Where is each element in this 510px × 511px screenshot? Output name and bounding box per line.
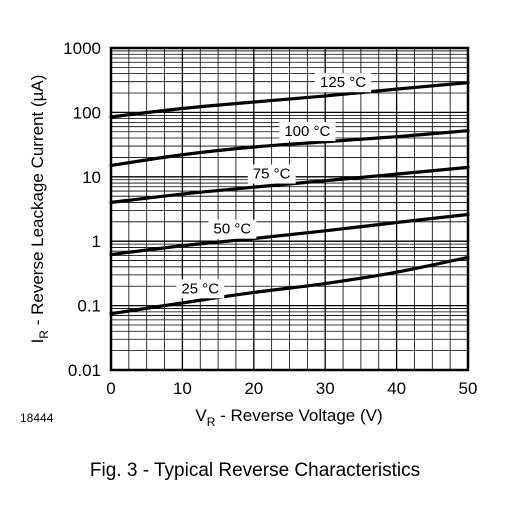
- series-line-2: [109, 165, 470, 205]
- x-axis-title: VR - Reverse Voltage (V): [195, 406, 382, 429]
- grid-layer: [110, 48, 469, 371]
- curve-labels-layer: 125 °C 100 °C 75 °C 50 °C 25 °C: [176, 73, 372, 299]
- y-tick-label: 10: [82, 168, 101, 187]
- y-tick-label: 1: [92, 232, 101, 251]
- curves-layer: [109, 81, 470, 316]
- series-line-0: [109, 81, 470, 119]
- curve-label-bg-3: [208, 219, 257, 239]
- x-tick-label: 20: [244, 379, 263, 398]
- curve-label-bg-4: [176, 279, 225, 299]
- y-tick-label: 1000: [63, 39, 101, 58]
- x-tick-label: 30: [316, 379, 335, 398]
- curve-label-bg-1: [279, 122, 336, 142]
- y-tick-label: 100: [73, 103, 101, 122]
- curve-label-bg-0: [315, 73, 372, 93]
- figure-id: 18444: [20, 411, 54, 425]
- curve-label-3: 50 °C: [214, 221, 252, 238]
- curve-label-1: 100 °C: [284, 123, 330, 140]
- x-tick-label: 40: [387, 379, 406, 398]
- series-line-3: [109, 212, 470, 257]
- curve-label-2: 75 °C: [253, 166, 291, 183]
- x-tick-label: 50: [459, 379, 478, 398]
- x-tick-label: 10: [173, 379, 192, 398]
- plot-frame: [109, 46, 470, 372]
- y-tick-label: 0.01: [68, 361, 101, 380]
- tick-labels-layer: 0 10 20 30 40 50 0.01 0.1 1 10 100 1000: [63, 39, 477, 398]
- y-tick-label: 0.1: [77, 297, 101, 316]
- series-line-4: [109, 255, 470, 316]
- curve-label-bg-2: [247, 164, 296, 184]
- figure-caption: Fig. 3 - Typical Reverse Characteristics: [89, 460, 421, 481]
- curve-label-4: 25 °C: [181, 280, 219, 297]
- y-axis-title: IR - Reverse Leackage Current (µA): [28, 75, 51, 344]
- curve-label-0: 125 °C: [320, 74, 366, 91]
- x-tick-label: 0: [106, 379, 115, 398]
- series-line-1: [109, 129, 470, 168]
